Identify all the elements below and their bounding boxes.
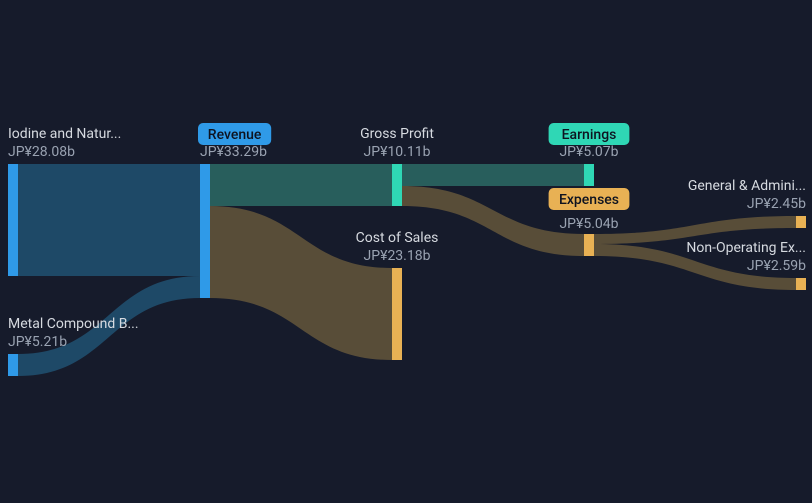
node-value-earnings: JP¥5.07b <box>559 144 618 160</box>
node-label-nonop: Non-Operating Ex... <box>686 240 806 256</box>
node-bar-ga[interactable] <box>796 216 806 228</box>
flow-revenue-to-gross <box>210 164 392 206</box>
node-bar-cost[interactable] <box>392 268 402 360</box>
node-value-gross: JP¥10.11b <box>364 144 431 160</box>
sankey-chart: Iodine and Natur... JP¥28.08b Metal Compou… <box>0 0 812 503</box>
node-value-expenses: JP¥5.04b <box>559 216 618 232</box>
pill-label-revenue: Revenue <box>208 127 262 143</box>
node-label-metal: Metal Compound B... <box>8 316 139 332</box>
node-label-iodine: Iodine and Natur... <box>8 126 121 142</box>
node-value-metal: JP¥5.21b <box>8 334 67 350</box>
node-bar-iodine[interactable] <box>8 164 18 276</box>
node-label-ga: General & Admini... <box>688 178 806 194</box>
pill-label-expenses: Expenses <box>559 192 619 208</box>
node-label-gross: Gross Profit <box>360 126 434 142</box>
node-value-nonop: JP¥2.59b <box>747 258 806 274</box>
node-bar-revenue[interactable] <box>200 164 210 298</box>
node-bar-gross[interactable] <box>392 164 402 206</box>
node-value-ga: JP¥2.45b <box>747 196 806 212</box>
flow-gross-to-earnings <box>402 164 584 186</box>
node-bar-expenses[interactable] <box>584 234 594 256</box>
flow-iodine-to-revenue <box>18 164 200 276</box>
node-value-cost: JP¥23.18b <box>364 248 431 264</box>
pill-label-earnings: Earnings <box>562 127 617 143</box>
node-bar-nonop[interactable] <box>796 278 806 290</box>
node-value-iodine: JP¥28.08b <box>8 144 75 160</box>
node-label-cost: Cost of Sales <box>356 230 439 246</box>
node-bar-metal[interactable] <box>8 354 18 376</box>
node-value-revenue: JP¥33.29b <box>200 144 267 160</box>
node-bar-earnings[interactable] <box>584 164 594 186</box>
